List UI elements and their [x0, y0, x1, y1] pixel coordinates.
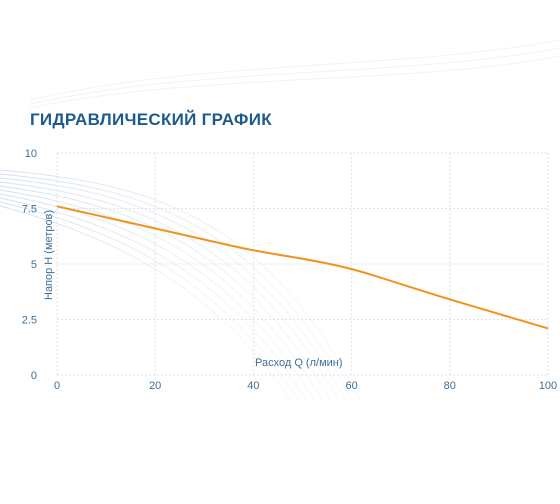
y-tick-label: 7.5 — [22, 204, 37, 216]
x-tick-label: 40 — [247, 380, 259, 392]
series-line — [56, 205, 549, 330]
chart-title: ГИДРАВЛИЧЕСКИЙ ГРАФИК — [30, 110, 272, 129]
grid — [56, 152, 549, 376]
background-wave — [0, 39, 560, 401]
x-tick-label: 0 — [54, 380, 60, 392]
y-tick-label: 5 — [31, 259, 37, 271]
series-layer — [56, 205, 549, 330]
x-tick-label: 60 — [345, 380, 357, 392]
x-tick-label: 100 — [539, 380, 557, 392]
y-tick-label: 2.5 — [22, 315, 37, 327]
x-tick-label: 20 — [149, 380, 161, 392]
y-tick-label: 0 — [31, 370, 37, 382]
y-axis-label: Напор H (метров) — [43, 210, 55, 300]
x-tick-label: 80 — [444, 380, 456, 392]
y-tick-label: 10 — [25, 148, 37, 160]
axes: 0 20 40 60 80 100 0 2.5 5 7.5 10 — [22, 148, 557, 392]
x-axis-label: Расход Q (л/мин) — [255, 357, 343, 369]
